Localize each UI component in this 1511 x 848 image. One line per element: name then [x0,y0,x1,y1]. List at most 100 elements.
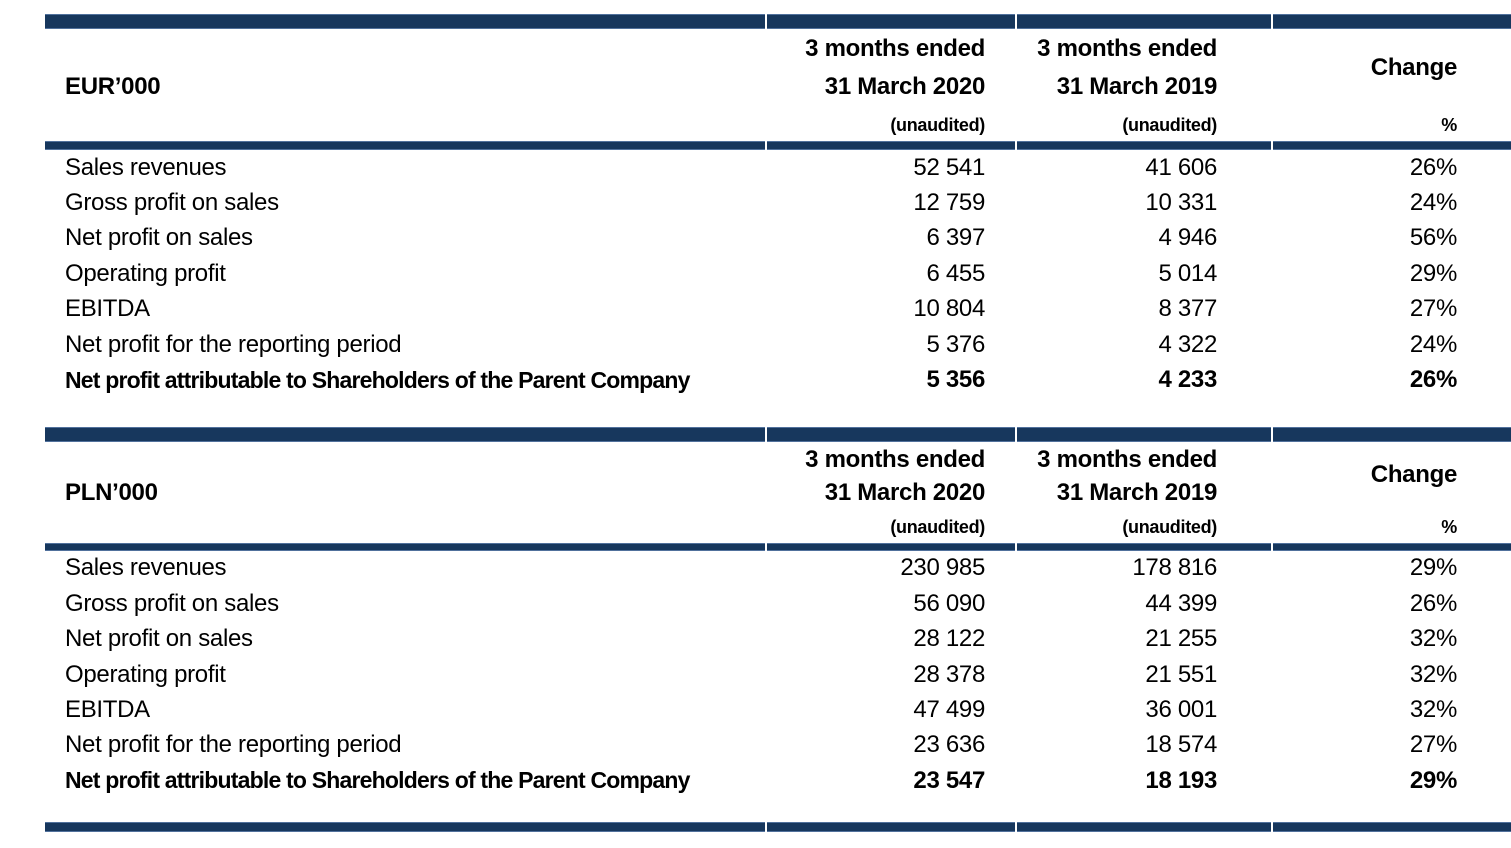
eur-summary-table: EUR’000 3 months ended 31 March 2020 3 m… [45,14,1511,398]
value-change: 24% [1409,189,1457,217]
value-change: 26% [1409,589,1457,617]
row-label: EBITDA [65,295,150,323]
table-row: Operating profit 6 455 5 014 29% [45,256,1505,291]
unit-label: EUR’000 [65,73,161,100]
unaudited-note-2020: (unaudited) [890,516,985,537]
table-top-border [45,426,1511,442]
value-2020: 10 804 [913,295,985,323]
column-header-2019-line1: 3 months ended [1037,445,1217,473]
value-change: 29% [1409,554,1457,582]
border-segment [1273,542,1511,551]
row-label: EBITDA [65,695,150,723]
value-2020: 47 499 [913,695,985,723]
border-segment [45,14,765,29]
table-row: Gross profit on sales 56 090 44 399 26% [45,586,1505,621]
border-segment [45,141,765,150]
value-change: 32% [1409,625,1457,653]
value-2020: 5 356 [926,366,985,394]
border-segment [1273,141,1511,150]
row-label: Gross profit on sales [65,189,279,217]
table-row-total: Net profit attributable to Shareholders … [45,763,1505,798]
table-row: Net profit for the reporting period 5 37… [45,327,1505,362]
table-row: Net profit on sales 28 122 21 255 32% [45,622,1505,657]
border-segment [45,542,765,551]
table-row: EBITDA 10 804 8 377 27% [45,292,1505,327]
table-row: Net profit on sales 6 397 4 946 56% [45,221,1505,256]
column-header-2020-line1: 3 months ended [805,35,985,62]
column-header-change: Change [1370,53,1458,81]
header-separator [45,542,1511,551]
value-2019: 21 551 [1145,660,1217,688]
value-2020: 28 122 [913,625,985,653]
value-change: 27% [1409,731,1457,759]
table-body: Sales revenues 230 985 178 816 29% Gross… [45,551,1505,799]
value-2019: 4 322 [1158,330,1217,358]
value-change: 56% [1409,224,1457,252]
value-2020: 230 985 [900,554,985,582]
column-header-2020-line2: 31 March 2020 [824,73,986,100]
value-change: 26% [1409,366,1457,394]
row-label: Net profit on sales [65,224,253,252]
unaudited-note-2019: (unaudited) [1122,516,1217,537]
row-label: Operating profit [65,660,226,688]
border-segment [1273,822,1511,833]
table-header: EUR’000 3 months ended 31 March 2020 3 m… [45,29,1505,141]
value-2020: 56 090 [913,589,985,617]
value-2019: 4 946 [1158,224,1217,252]
table-row: Gross profit on sales 12 759 10 331 24% [45,185,1505,220]
row-label: Net profit attributable to Shareholders … [65,767,690,794]
value-change: 29% [1409,766,1457,794]
row-label: Sales revenues [65,153,227,181]
border-segment [767,14,1015,29]
row-label: Sales revenues [65,554,227,582]
row-label: Net profit attributable to Shareholders … [65,366,690,393]
border-segment [767,542,1015,551]
value-2019: 18 574 [1145,731,1217,759]
table-header: PLN’000 3 months ended 31 March 2020 3 m… [45,442,1505,543]
value-2020: 28 378 [913,660,985,688]
value-2020: 5 376 [926,330,985,358]
table-row: EBITDA 47 499 36 001 32% [45,692,1505,727]
value-change: 27% [1409,295,1457,323]
table-bottom-border [45,822,1511,833]
border-segment [1017,426,1271,442]
table-row: Operating profit 28 378 21 551 32% [45,657,1505,692]
value-2019: 178 816 [1132,554,1217,582]
table-row-total: Net profit attributable to Shareholders … [45,362,1505,397]
percent-symbol: % [1441,114,1457,135]
row-label: Net profit for the reporting period [65,731,402,759]
column-header-2019: 3 months ended 31 March 2019 [1013,442,1267,509]
table-body: Sales revenues 52 541 41 606 26% Gross p… [45,150,1505,398]
border-segment [45,822,765,833]
table-row: Sales revenues 52 541 41 606 26% [45,150,1505,185]
column-header-change: Change [1370,461,1458,489]
border-segment [767,426,1015,442]
unaudited-note-2020: (unaudited) [890,114,985,135]
value-change: 29% [1409,259,1457,287]
column-header-2019: 3 months ended 31 March 2019 [1013,29,1267,106]
border-segment [1273,14,1511,29]
value-2019: 18 193 [1145,766,1217,794]
column-header-2019-line2: 31 March 2019 [1056,478,1218,506]
border-segment [45,426,765,442]
value-2020: 6 397 [926,224,985,252]
value-2020: 6 455 [926,259,985,287]
value-2019: 21 255 [1145,625,1217,653]
column-header-2020-line2: 31 March 2020 [824,478,986,506]
value-change: 32% [1409,695,1457,723]
value-change: 24% [1409,330,1457,358]
border-segment [1017,542,1271,551]
value-2019: 5 014 [1158,259,1217,287]
table-row: Sales revenues 230 985 178 816 29% [45,551,1505,586]
header-separator [45,141,1511,150]
value-2020: 52 541 [913,153,985,181]
percent-symbol: % [1441,516,1457,537]
value-2019: 8 377 [1158,295,1217,323]
border-segment [1273,426,1511,442]
column-header-2020: 3 months ended 31 March 2020 [765,29,1013,106]
border-segment [1017,14,1271,29]
row-label: Net profit for the reporting period [65,330,402,358]
value-change: 32% [1409,660,1457,688]
row-label: Operating profit [65,259,226,287]
